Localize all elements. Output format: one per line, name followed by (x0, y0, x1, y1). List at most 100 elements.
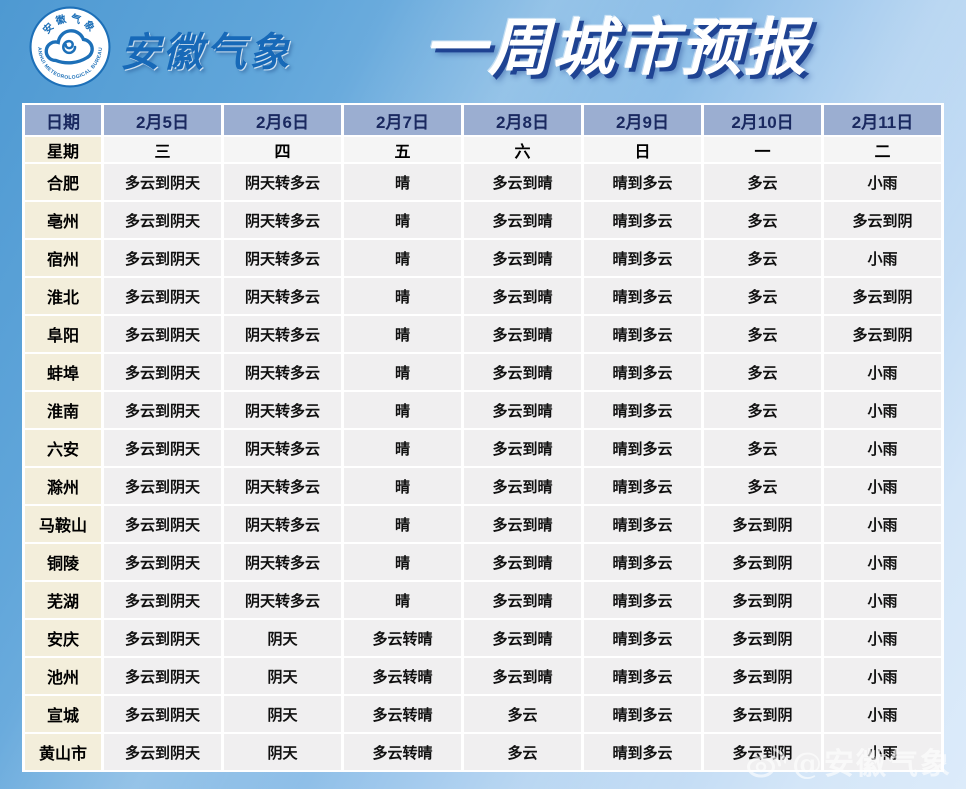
weibo-watermark: @安徽气象 (746, 739, 952, 783)
date-header-cell: 2月11日 (824, 105, 941, 135)
forecast-cell: 小雨 (824, 620, 941, 656)
forecast-cell: 小雨 (824, 544, 941, 580)
city-row: 芜湖 多云到阴天 阴天转多云晴多云到晴 晴到多云 多云到阴 小雨 (25, 582, 941, 618)
forecast-cell: 小雨 (824, 430, 941, 466)
city-cell: 六安 (25, 430, 101, 466)
forecast-cell: 多云到晴 (464, 468, 581, 504)
forecast-cell: 晴 (344, 278, 461, 314)
forecast-cell: 小雨 (824, 582, 941, 618)
forecast-cell: 多云到晴 (464, 544, 581, 580)
forecast-cell: 晴到多云 (584, 696, 701, 732)
forecast-cell: 晴到多云 (584, 506, 701, 542)
city-row: 淮北 多云到阴天 阴天转多云晴多云到晴 晴到多云 多云 多云到阴 (25, 278, 941, 314)
forecast-cell: 多云 (464, 734, 581, 770)
forecast-cell: 多云到晴 (464, 354, 581, 390)
forecast-cell: 多云到阴 (824, 278, 941, 314)
city-row: 安庆 多云到阴天 阴天 多云转晴 多云到晴 晴到多云 多云到阴 小雨 (25, 620, 941, 656)
forecast-cell: 阴天转多云 (224, 202, 341, 238)
city-cell: 蚌埠 (25, 354, 101, 390)
date-header-cell: 2月10日 (704, 105, 821, 135)
forecast-cell: 多云到阴 (824, 202, 941, 238)
city-row: 铜陵 多云到阴天 阴天转多云晴多云到晴 晴到多云 多云到阴 小雨 (25, 544, 941, 580)
forecast-cell: 阴天转多云 (224, 354, 341, 390)
date-header-cell: 2月7日 (344, 105, 461, 135)
forecast-cell: 多云到阴 (704, 696, 821, 732)
forecast-cell: 晴 (344, 544, 461, 580)
forecast-body: 合肥 多云到阴天 阴天转多云晴多云到晴 晴到多云 多云 小雨 亳州 多云到阴天 阴天转多云晴多云… (25, 164, 941, 770)
forecast-cell: 多云到阴 (704, 506, 821, 542)
forecast-cell: 晴到多云 (584, 430, 701, 466)
forecast-cell: 小雨 (824, 468, 941, 504)
forecast-cell: 晴到多云 (584, 734, 701, 770)
forecast-cell: 小雨 (824, 734, 941, 770)
forecast-cell: 多云转晴 (344, 734, 461, 770)
city-cell: 淮南 (25, 392, 101, 428)
forecast-cell: 阴天转多云 (224, 240, 341, 276)
forecast-cell: 多云 (704, 240, 821, 276)
forecast-cell: 晴 (344, 240, 461, 276)
forecast-cell: 多云到阴 (704, 658, 821, 694)
forecast-cell: 阴天转多云 (224, 468, 341, 504)
forecast-cell: 多云 (704, 354, 821, 390)
forecast-cell: 晴到多云 (584, 278, 701, 314)
forecast-cell: 阴天 (224, 658, 341, 694)
weibo-handle: @安徽气象 (792, 747, 952, 782)
forecast-cell: 晴到多云 (584, 620, 701, 656)
forecast-cell: 晴到多云 (584, 240, 701, 276)
forecast-cell: 多云到阴天 (104, 316, 221, 352)
forecast-cell: 多云到晴 (464, 582, 581, 618)
city-row: 池州 多云到阴天 阴天 多云转晴 多云到晴 晴到多云 多云到阴 小雨 (25, 658, 941, 694)
forecast-cell: 晴 (344, 392, 461, 428)
forecast-cell: 多云到阴天 (104, 506, 221, 542)
forecast-cell: 小雨 (824, 658, 941, 694)
forecast-cell: 晴 (344, 582, 461, 618)
forecast-cell: 晴到多云 (584, 316, 701, 352)
forecast-cell: 晴到多云 (584, 392, 701, 428)
cloud-spiral-icon (62, 39, 77, 55)
city-cell: 芜湖 (25, 582, 101, 618)
forecast-cell: 多云到晴 (464, 392, 581, 428)
forecast-cell: 晴 (344, 354, 461, 390)
city-cell: 马鞍山 (25, 506, 101, 542)
forecast-cell: 小雨 (824, 164, 941, 200)
forecast-cell: 多云 (704, 278, 821, 314)
forecast-cell: 多云到阴天 (104, 734, 221, 770)
forecast-cell: 多云到阴天 (104, 240, 221, 276)
forecast-cell: 多云 (464, 696, 581, 732)
forecast-cell: 多云到晴 (464, 620, 581, 656)
forecast-cell: 多云到阴天 (104, 392, 221, 428)
city-cell: 淮北 (25, 278, 101, 314)
city-row: 蚌埠 多云到阴天 阴天转多云晴多云到晴 晴到多云 多云 小雨 (25, 354, 941, 390)
page-title: 一周城市预报 (423, 11, 808, 84)
forecast-cell: 多云到阴天 (104, 202, 221, 238)
forecast-cell: 多云到阴天 (104, 620, 221, 656)
forecast-cell: 小雨 (824, 506, 941, 542)
forecast-cell: 晴到多云 (584, 544, 701, 580)
forecast-table: 日期 2月5日 2月6日 2月7日 2月8日 2月9日 2月10日 2月11日 星期 三四五… (22, 103, 944, 772)
forecast-cell: 多云 (704, 202, 821, 238)
forecast-cell: 多云到阴 (704, 544, 821, 580)
forecast-cell: 多云转晴 (344, 696, 461, 732)
forecast-cell: 阴天 (224, 734, 341, 770)
forecast-cell: 阴天转多云 (224, 316, 341, 352)
city-cell: 安庆 (25, 620, 101, 656)
forecast-cell: 小雨 (824, 696, 941, 732)
forecast-cell: 多云到阴天 (104, 544, 221, 580)
forecast-cell: 晴到多云 (584, 468, 701, 504)
bureau-logo-icon: 安徽气象 ANHUI METEOROLOGICAL BUREAU (29, 6, 111, 88)
forecast-cell: 晴 (344, 468, 461, 504)
forecast-cell: 多云到阴 (704, 620, 821, 656)
forecast-cell: 多云到晴 (464, 202, 581, 238)
city-cell: 亳州 (25, 202, 101, 238)
forecast-cell: 多云到阴天 (104, 278, 221, 314)
city-row: 合肥 多云到阴天 阴天转多云晴多云到晴 晴到多云 多云 小雨 (25, 164, 941, 200)
weekday-row: 星期 三四五六日一二 (25, 137, 941, 162)
forecast-cell: 多云到阴天 (104, 582, 221, 618)
city-row: 黄山市 多云到阴天 阴天 多云转晴 多云 晴到多云 多云到阴 小雨 (25, 734, 941, 770)
date-header-cell: 2月5日 (104, 105, 221, 135)
forecast-cell: 阴天转多云 (224, 430, 341, 466)
weekday-cell: 日 (584, 137, 701, 162)
forecast-cell: 晴到多云 (584, 354, 701, 390)
forecast-cell: 多云到阴天 (104, 354, 221, 390)
